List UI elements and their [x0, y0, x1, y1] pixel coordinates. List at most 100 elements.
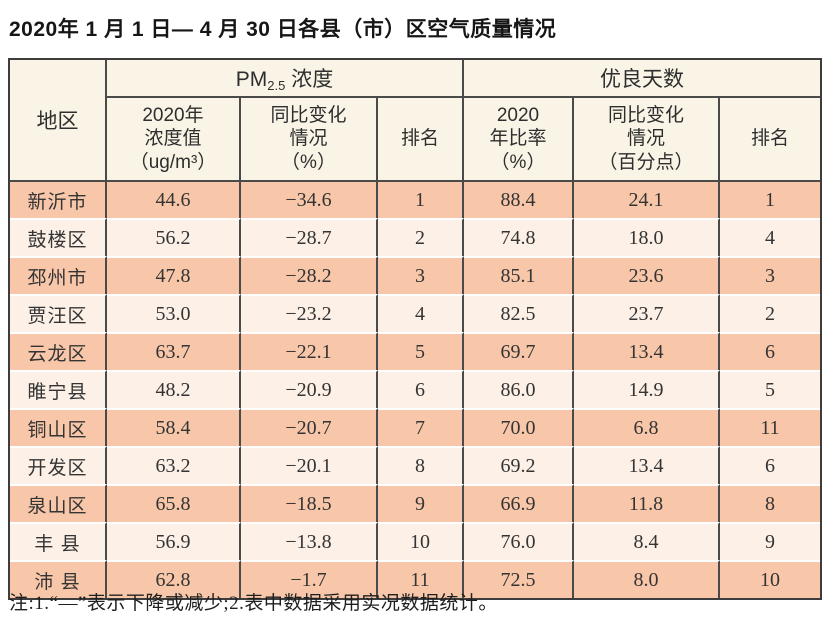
pm-rank-cell: 3 [378, 256, 464, 294]
table-row: 丰 县 56.9 −13.8 10 76.0 8.4 9 [10, 522, 820, 560]
good-rank-cell: 6 [720, 332, 820, 370]
header-region: 地区 [10, 60, 107, 182]
region-cell: 开发区 [10, 446, 107, 484]
pm-change-cell: −28.2 [241, 256, 378, 294]
header-pm-yoy-change: 同比变化 情况 （%） [241, 98, 378, 182]
table-row: 铜山区 58.4 −20.7 7 70.0 6.8 11 [10, 408, 820, 446]
table-body: 新沂市 44.6 −34.6 1 88.4 24.1 1 鼓楼区 56.2 −2… [10, 182, 820, 598]
good-rate-cell: 69.7 [464, 332, 574, 370]
good-change-cell: 11.8 [574, 484, 720, 522]
pm-value-cell: 44.6 [107, 182, 241, 218]
table-row: 开发区 63.2 −20.1 8 69.2 13.4 6 [10, 446, 820, 484]
air-quality-table: 地区 PM2.5 浓度 优良天数 2020年 浓度值 （ug/m³） 同比变化 … [8, 58, 822, 600]
pm-change-cell: −1.7 [241, 560, 378, 598]
pm-rank-cell: 8 [378, 446, 464, 484]
good-rank-cell: 11 [720, 408, 820, 446]
region-cell: 泉山区 [10, 484, 107, 522]
pm-change-cell: −20.1 [241, 446, 378, 484]
pm-label-suffix: 浓度 [285, 68, 334, 91]
header-group-row: 地区 PM2.5 浓度 优良天数 [10, 60, 820, 182]
good-rate-cell: 86.0 [464, 370, 574, 408]
good-rank-cell: 2 [720, 294, 820, 332]
good-rank-cell: 9 [720, 522, 820, 560]
good-rank-cell: 10 [720, 560, 820, 598]
pm-change-cell: −18.5 [241, 484, 378, 522]
pm-label-prefix: PM [235, 68, 268, 91]
header-good-yoy-change: 同比变化 情况 （百分点） [574, 98, 720, 182]
pm-value-cell: 47.8 [107, 256, 241, 294]
header-pm-rank: 排名 [378, 98, 464, 182]
region-cell: 铜山区 [10, 408, 107, 446]
pm-value-cell: 53.0 [107, 294, 241, 332]
header-good-days-group: 优良天数 [464, 60, 820, 98]
good-change-cell: 23.6 [574, 256, 720, 294]
header-good-2020-rate: 2020 年比率 （%） [464, 98, 574, 182]
pm-change-cell: −20.9 [241, 370, 378, 408]
pm-label-subscript: 2.5 [267, 78, 286, 93]
good-rate-cell: 74.8 [464, 218, 574, 256]
good-rank-cell: 6 [720, 446, 820, 484]
good-change-cell: 6.8 [574, 408, 720, 446]
header-pm-group: PM2.5 浓度 [107, 60, 464, 98]
header-sub-row: 2020年 浓度值 （ug/m³） 同比变化 情况 （%） 排名 2020 年比… [10, 98, 820, 182]
table-row: 贾汪区 53.0 −23.2 4 82.5 23.7 2 [10, 294, 820, 332]
pm-value-cell: 58.4 [107, 408, 241, 446]
region-cell: 新沂市 [10, 182, 107, 218]
pm-rank-cell: 1 [378, 182, 464, 218]
region-cell: 沛 县 [10, 560, 107, 598]
good-change-cell: 8.4 [574, 522, 720, 560]
region-cell: 贾汪区 [10, 294, 107, 332]
good-rank-cell: 8 [720, 484, 820, 522]
footnote: 注:1.“—”表示下降或减少;2.表中数据采用实况数据统计。 [9, 593, 498, 614]
pm-value-cell: 56.2 [107, 218, 241, 256]
table-row: 云龙区 63.7 −22.1 5 69.7 13.4 6 [10, 332, 820, 370]
pm-change-cell: −20.7 [241, 408, 378, 446]
pm-change-cell: −22.1 [241, 332, 378, 370]
table-header: 地区 PM2.5 浓度 优良天数 2020年 浓度值 （ug/m³） 同比变化 … [10, 60, 820, 182]
good-rate-cell: 66.9 [464, 484, 574, 522]
region-cell: 睢宁县 [10, 370, 107, 408]
good-rate-cell: 69.2 [464, 446, 574, 484]
pm-rank-cell: 10 [378, 522, 464, 560]
pm-rank-cell: 7 [378, 408, 464, 446]
good-change-cell: 23.7 [574, 294, 720, 332]
header-pm-2020-value: 2020年 浓度值 （ug/m³） [107, 98, 241, 182]
pm-value-cell: 62.8 [107, 560, 241, 598]
region-cell: 云龙区 [10, 332, 107, 370]
good-change-cell: 18.0 [574, 218, 720, 256]
table-row: 邳州市 47.8 −28.2 3 85.1 23.6 3 [10, 256, 820, 294]
pm-rank-cell: 4 [378, 294, 464, 332]
good-change-cell: 13.4 [574, 332, 720, 370]
pm-change-cell: −28.7 [241, 218, 378, 256]
good-rate-cell: 85.1 [464, 256, 574, 294]
good-rank-cell: 3 [720, 256, 820, 294]
pm-value-cell: 56.9 [107, 522, 241, 560]
good-rate-cell: 72.5 [464, 560, 574, 598]
good-rate-cell: 76.0 [464, 522, 574, 560]
good-rank-cell: 5 [720, 370, 820, 408]
pm-change-cell: −34.6 [241, 182, 378, 218]
good-change-cell: 8.0 [574, 560, 720, 598]
pm-rank-cell: 2 [378, 218, 464, 256]
pm-value-cell: 48.2 [107, 370, 241, 408]
good-rank-cell: 1 [720, 182, 820, 218]
header-good-rank: 排名 [720, 98, 820, 182]
region-cell: 鼓楼区 [10, 218, 107, 256]
good-rank-cell: 4 [720, 218, 820, 256]
pm-rank-cell: 9 [378, 484, 464, 522]
pm-value-cell: 63.2 [107, 446, 241, 484]
table-row: 泉山区 65.8 −18.5 9 66.9 11.8 8 [10, 484, 820, 522]
good-change-cell: 24.1 [574, 182, 720, 218]
pm-change-cell: −13.8 [241, 522, 378, 560]
pm-rank-cell: 5 [378, 332, 464, 370]
pm-value-cell: 65.8 [107, 484, 241, 522]
table-row: 睢宁县 48.2 −20.9 6 86.0 14.9 5 [10, 370, 820, 408]
pm-rank-cell: 11 [378, 560, 464, 598]
pm-change-cell: −23.2 [241, 294, 378, 332]
pm-rank-cell: 6 [378, 370, 464, 408]
good-rate-cell: 88.4 [464, 182, 574, 218]
region-cell: 邳州市 [10, 256, 107, 294]
region-cell: 丰 县 [10, 522, 107, 560]
table-row: 沛 县 62.8 −1.7 11 72.5 8.0 10 [10, 560, 820, 598]
table-row: 鼓楼区 56.2 −28.7 2 74.8 18.0 4 [10, 218, 820, 256]
